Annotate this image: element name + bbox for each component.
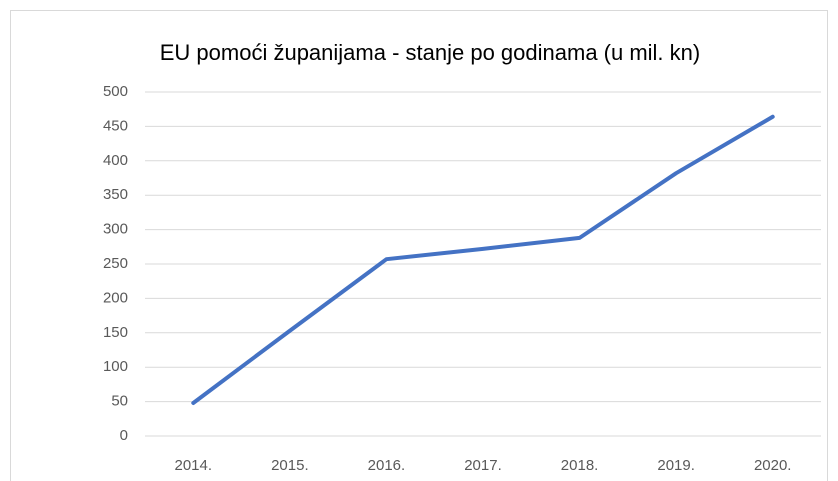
y-tick-label: 500 xyxy=(103,83,128,100)
line-series xyxy=(191,114,775,405)
x-tick-label: 2018. xyxy=(561,457,599,474)
x-tick-label: 2019. xyxy=(657,457,695,474)
chart-title: EU pomoći županijama - stanje po godinam… xyxy=(160,40,700,65)
x-tick-label: 2017. xyxy=(464,457,502,474)
x-tick-label: 2015. xyxy=(271,457,309,474)
y-tick-label: 400 xyxy=(103,152,128,169)
y-tick-label: 300 xyxy=(103,221,128,238)
y-tick-label: 350 xyxy=(103,186,128,203)
y-tick-label: 150 xyxy=(103,324,128,341)
chart-border xyxy=(10,10,828,481)
x-tick-label: 2020. xyxy=(754,457,792,474)
y-tick-label: 0 xyxy=(120,427,128,444)
y-tick-label: 200 xyxy=(103,289,128,306)
y-tick-label: 450 xyxy=(103,117,128,134)
y-tick-label: 50 xyxy=(111,393,128,410)
x-tick-label: 2016. xyxy=(368,457,406,474)
x-tick-label: 2014. xyxy=(175,457,213,474)
y-tick-label: 100 xyxy=(103,358,128,375)
y-tick-label: 250 xyxy=(103,255,128,272)
